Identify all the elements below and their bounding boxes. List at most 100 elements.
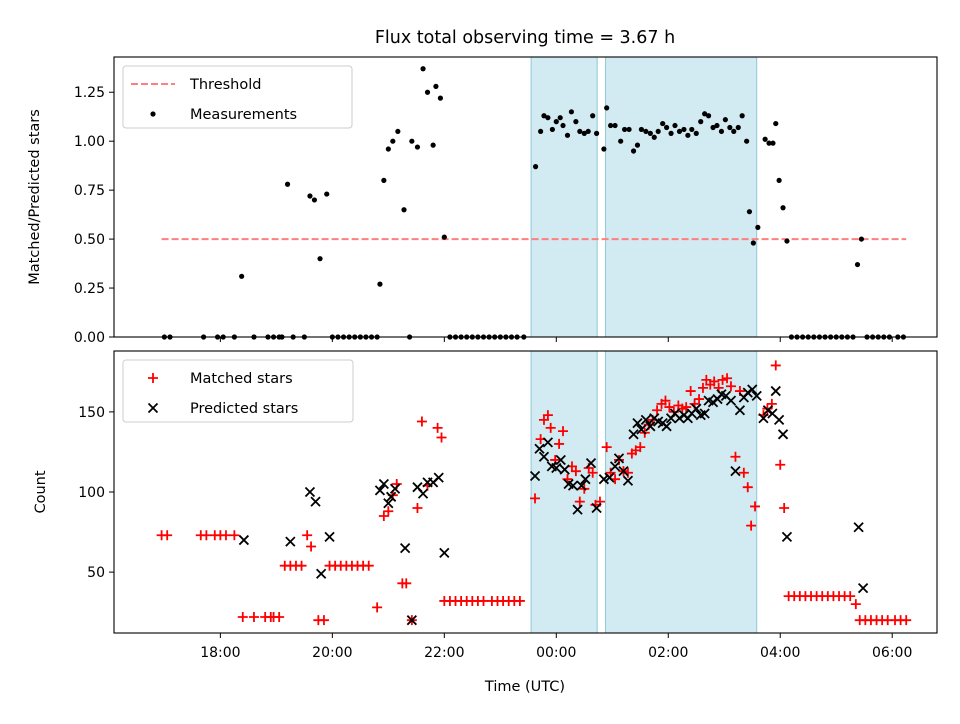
predicted-star-point <box>389 483 401 494</box>
matched-star-point <box>248 611 259 622</box>
measurement-point <box>746 209 753 215</box>
predicted-star-point <box>604 472 615 483</box>
predicted-star-point <box>742 387 753 398</box>
predicted-star-point <box>529 470 541 482</box>
matched-star-point <box>685 386 696 397</box>
measurement-point <box>668 130 674 136</box>
measurement-point <box>744 138 750 144</box>
bottom-legend: Matched stars Predicted stars <box>122 359 354 423</box>
matched-star-point <box>845 591 856 602</box>
measurement-point <box>284 181 291 187</box>
predicted-star-point <box>378 478 389 490</box>
measurement-point <box>437 95 444 101</box>
measurement-point <box>612 122 618 129</box>
matched-star-point <box>306 541 317 552</box>
predicted-star-point <box>406 615 417 626</box>
predicted-star-point <box>622 475 634 486</box>
matched-star-point <box>850 599 861 610</box>
top-y-tick-label: 0.50 <box>74 232 105 248</box>
predicted-star-point <box>383 498 394 509</box>
measurement-point <box>409 138 415 144</box>
matched-star-point <box>570 466 581 477</box>
measurement-point <box>634 142 641 148</box>
measurement-point <box>651 134 657 140</box>
bottom-series-predicted-stars <box>238 384 869 626</box>
measurement-point <box>601 146 607 152</box>
legend-threshold-label: Threshold <box>189 77 261 93</box>
predicted-star-point <box>304 486 316 498</box>
predicted-star-point <box>730 466 741 477</box>
predicted-star-point <box>538 451 550 462</box>
predicted-star-point <box>781 531 793 543</box>
measurement-point <box>655 128 661 135</box>
top-y-tick-label: 1.00 <box>74 134 105 150</box>
top-panel: 0.00 0.25 0.50 0.75 1.00 1.25 Matched/Predicte… <box>27 56 938 346</box>
predicted-star-point <box>618 466 629 477</box>
matched-star-point <box>545 422 556 433</box>
measurement-point <box>401 207 407 213</box>
predicted-star-point <box>591 502 602 514</box>
bottom-legend-box <box>122 359 354 423</box>
measurement-point <box>390 138 396 144</box>
measurement-point <box>784 238 790 244</box>
predicted-star-point <box>691 403 702 414</box>
top-axes-frame <box>113 56 938 338</box>
matched-star-point <box>296 560 307 571</box>
legend-matched-swatch <box>148 373 158 383</box>
matched-star-point <box>725 381 736 392</box>
bottom-series-matched-stars <box>156 360 912 626</box>
predicted-star-point <box>399 542 411 554</box>
measurement-point <box>590 113 596 119</box>
measurement-point <box>770 140 776 146</box>
matched-star-point <box>416 416 427 427</box>
predicted-star-point <box>572 504 583 515</box>
measurement-point <box>317 256 323 262</box>
matched-star-point <box>664 402 675 413</box>
measurement-point <box>750 240 756 246</box>
top-y-tick-label: 0.00 <box>74 330 105 346</box>
matched-star-point <box>412 503 423 514</box>
legend-measurements-label: Measurements <box>190 107 297 123</box>
legend-measurements-swatch <box>150 111 156 117</box>
measurement-point <box>545 115 551 121</box>
top-y-tick-label: 1.25 <box>74 85 105 101</box>
measurement-point <box>698 119 704 125</box>
bottom-y-tick-label: 100 <box>78 485 105 501</box>
matched-star-point <box>697 382 708 393</box>
predicted-star-point <box>310 496 321 507</box>
matched-star-point <box>775 459 786 470</box>
matched-star-point <box>738 467 749 478</box>
top-y-axis-label: Matched/Predicted stars <box>27 109 43 285</box>
measurement-point <box>604 105 610 111</box>
measurement-point <box>663 124 670 131</box>
predicted-star-point <box>699 408 710 419</box>
predicted-star-point <box>417 488 429 499</box>
matched-star-point <box>401 578 412 589</box>
matched-star-point <box>587 467 598 478</box>
measurement-point <box>377 281 383 287</box>
predicted-star-point <box>857 582 869 594</box>
measurement-point <box>414 144 421 150</box>
predicted-star-point <box>674 413 685 424</box>
measurement-point <box>532 164 539 170</box>
predicted-star-point <box>238 534 250 546</box>
measurement-point <box>685 132 691 138</box>
measurement-point <box>643 128 649 135</box>
matched-star-point <box>635 442 646 453</box>
measurement-point <box>702 111 708 117</box>
measurement-point <box>731 128 737 135</box>
matched-star-point <box>770 360 781 371</box>
measurement-point <box>424 89 431 95</box>
matched-star-point <box>274 611 285 622</box>
predicted-star-point <box>385 491 397 502</box>
measurement-point <box>647 130 653 136</box>
matched-star-point <box>717 374 728 385</box>
measurement-point <box>564 132 571 138</box>
matched-star-point <box>601 442 612 453</box>
bottom-y-tick-label: 50 <box>87 565 105 581</box>
matched-star-point <box>730 451 741 462</box>
measurement-point <box>395 128 401 135</box>
predicted-star-point <box>661 421 672 432</box>
x-tick-label: 06:00 <box>872 645 912 661</box>
matched-star-point <box>746 520 757 531</box>
